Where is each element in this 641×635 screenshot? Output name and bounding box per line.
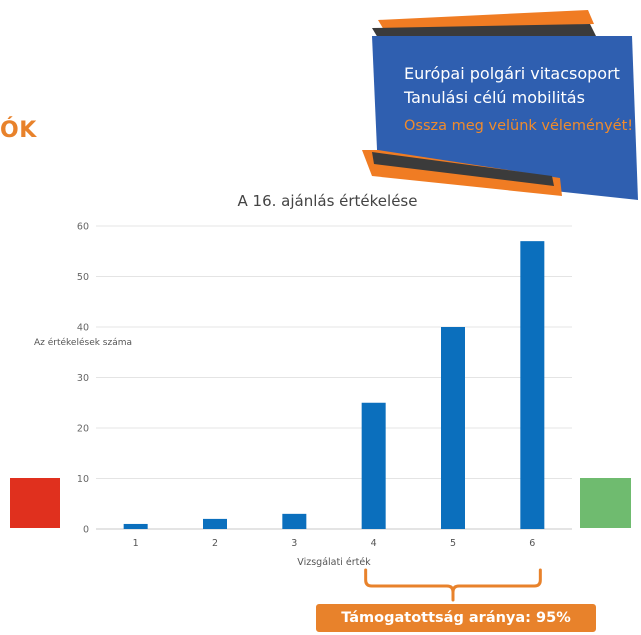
bar (361, 402, 386, 529)
chart-title: A 16. ajánlás értékelése (237, 192, 418, 210)
x-axis-label: Vizsgálati érték (297, 557, 371, 568)
bar (123, 523, 148, 529)
banner-line-2: Tanulási célú mobilitás (404, 88, 585, 107)
bar (441, 327, 465, 529)
x-tick-label: 1 (133, 538, 139, 549)
x-tick-label: 6 (529, 538, 535, 549)
banner-text: Európai polgári vitacsoport Tanulási cél… (404, 62, 636, 138)
y-tick-label: 20 (77, 424, 89, 435)
support-rate-badge: Támogatottság aránya: 95% (316, 604, 596, 632)
y-tick-label: 40 (77, 323, 89, 334)
y-axis-label: Az értékelések száma (34, 337, 132, 348)
banner-dark-strip-bottom (372, 152, 554, 186)
bar (520, 241, 545, 529)
y-tick-label: 0 (83, 525, 89, 536)
x-tick-label: 2 (212, 538, 218, 549)
x-tick-label: 3 (291, 538, 297, 549)
y-tick-label: 10 (77, 474, 89, 485)
banner-graphic (362, 10, 638, 200)
y-tick-label: 60 (77, 222, 89, 233)
banner-line-1: Európai polgári vitacsoport (404, 64, 620, 83)
high-score-marker (580, 478, 631, 528)
y-tick-label: 30 (77, 373, 89, 384)
bar (203, 518, 227, 529)
bar (282, 513, 307, 529)
page-heading: ÓK (0, 118, 37, 143)
x-tick-label: 4 (371, 538, 377, 549)
y-tick-label: 50 (77, 272, 89, 283)
banner-panel (372, 36, 638, 200)
x-tick-label: 5 (450, 538, 456, 549)
banner-cta[interactable]: Ossza meg velünk véleményét! (404, 118, 634, 134)
low-score-marker (10, 478, 60, 528)
support-bracket (364, 568, 542, 602)
